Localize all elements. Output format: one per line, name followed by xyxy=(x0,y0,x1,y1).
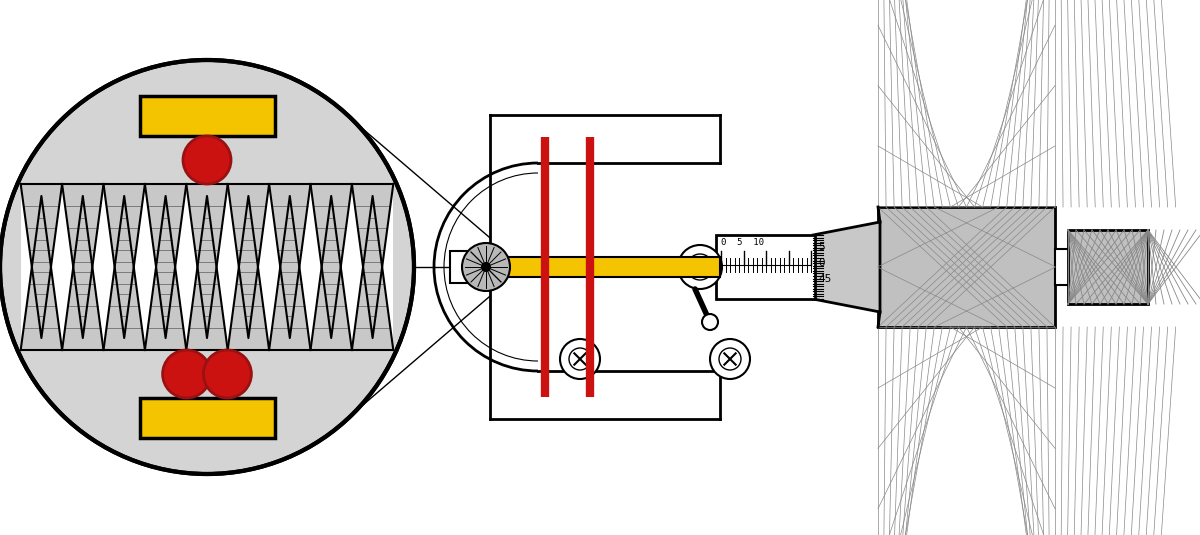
Polygon shape xyxy=(186,184,228,338)
Polygon shape xyxy=(20,196,62,350)
Polygon shape xyxy=(228,196,269,350)
Bar xyxy=(538,163,720,371)
Polygon shape xyxy=(62,196,103,350)
Bar xyxy=(490,371,720,419)
Circle shape xyxy=(710,339,750,379)
Polygon shape xyxy=(145,184,186,338)
Polygon shape xyxy=(103,184,145,338)
Text: 0  5  10: 0 5 10 xyxy=(721,238,764,247)
Circle shape xyxy=(163,350,211,398)
Circle shape xyxy=(686,254,713,280)
Bar xyxy=(139,96,275,136)
Bar xyxy=(490,115,538,419)
Bar xyxy=(878,207,1055,327)
Polygon shape xyxy=(269,184,311,338)
Circle shape xyxy=(678,245,722,289)
Polygon shape xyxy=(62,184,103,338)
Polygon shape xyxy=(186,196,228,350)
Polygon shape xyxy=(145,196,186,350)
Text: 5: 5 xyxy=(818,242,824,252)
Circle shape xyxy=(0,60,414,474)
Circle shape xyxy=(560,339,600,379)
Polygon shape xyxy=(311,184,352,338)
Text: 0: 0 xyxy=(818,258,824,268)
Polygon shape xyxy=(228,184,269,338)
Bar xyxy=(20,184,394,350)
Polygon shape xyxy=(352,184,394,338)
Circle shape xyxy=(569,348,592,370)
Circle shape xyxy=(702,314,718,330)
Bar xyxy=(455,257,720,277)
Polygon shape xyxy=(311,196,352,350)
Bar xyxy=(139,398,275,438)
Circle shape xyxy=(481,262,491,272)
Bar xyxy=(490,115,720,163)
Polygon shape xyxy=(814,222,880,312)
Bar xyxy=(1068,230,1148,304)
Circle shape xyxy=(204,350,252,398)
Text: 45: 45 xyxy=(818,274,832,284)
Polygon shape xyxy=(20,184,62,338)
Bar xyxy=(716,235,815,299)
Circle shape xyxy=(184,136,232,184)
Polygon shape xyxy=(103,196,145,350)
Circle shape xyxy=(719,348,742,370)
Bar xyxy=(450,251,478,283)
Polygon shape xyxy=(352,196,394,350)
Circle shape xyxy=(462,243,510,291)
Polygon shape xyxy=(269,196,311,350)
Bar xyxy=(1055,249,1075,285)
